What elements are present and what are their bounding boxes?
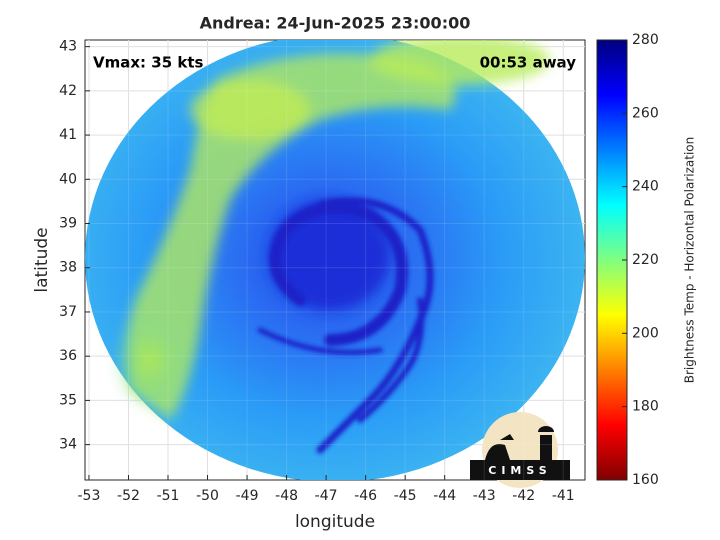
chart-title: Andrea: 24-Jun-2025 23:00:00 <box>200 14 471 33</box>
x-tick-label: -46 <box>354 488 377 504</box>
x-tick-label: -49 <box>236 488 259 504</box>
y-axis-label: latitude <box>32 227 52 292</box>
cimss-logo: CIMSS <box>470 412 570 488</box>
colorbar-tick-label: 280 <box>632 32 659 48</box>
x-tick-label: -50 <box>196 488 219 504</box>
x-tick-label: -51 <box>157 488 180 504</box>
x-tick-label: -47 <box>315 488 338 504</box>
y-tick-label: 39 <box>59 216 77 232</box>
x-tick-label: -53 <box>78 488 101 504</box>
colorbar-tick-label: 240 <box>632 179 659 195</box>
colorbar-tick-label: 180 <box>632 399 659 415</box>
x-tick-label: -43 <box>473 488 496 504</box>
x-axis-label: longitude <box>295 512 375 532</box>
y-tick-label: 37 <box>59 304 77 320</box>
x-tick-label: -45 <box>394 488 417 504</box>
colorbar-tick-label: 220 <box>632 252 659 268</box>
x-tick-label: -52 <box>117 488 140 504</box>
x-tick-label: -44 <box>433 488 456 504</box>
y-tick-label: 34 <box>59 437 77 453</box>
x-tick-label: -41 <box>552 488 575 504</box>
colorbar-tick-label: 260 <box>632 105 659 121</box>
y-tick-label: 36 <box>59 348 77 364</box>
y-tick-label: 43 <box>59 39 77 55</box>
colorbar-tick-label: 160 <box>632 472 659 488</box>
colorbar-label: Brightness Temp - Horizontal Polarizatio… <box>683 137 697 384</box>
y-tick-label: 38 <box>59 260 77 276</box>
y-tick-label: 35 <box>59 392 77 408</box>
satellite-image <box>85 40 585 480</box>
y-tick-label: 41 <box>59 127 77 143</box>
annotation: 00:53 away <box>480 54 577 72</box>
annotation: Vmax: 35 kts <box>93 54 203 72</box>
logo-text: CIMSS <box>488 464 551 477</box>
x-tick-label: -48 <box>275 488 298 504</box>
x-tick-label: -42 <box>512 488 535 504</box>
y-tick-label: 40 <box>59 171 77 187</box>
colorbar-tick-label: 200 <box>632 325 659 341</box>
y-tick-label: 42 <box>59 83 77 99</box>
